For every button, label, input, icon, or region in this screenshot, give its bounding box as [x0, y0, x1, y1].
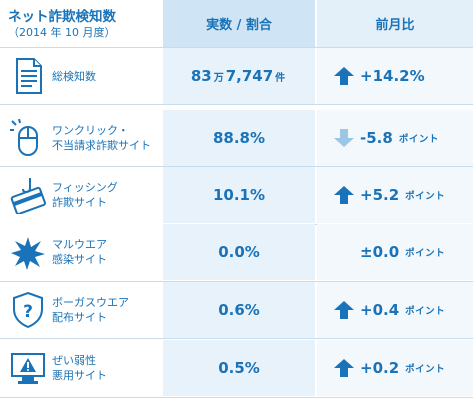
row-label: 総検知数	[52, 48, 96, 104]
row-label-line1: マルウエア	[52, 238, 107, 251]
row-label-cell: 総検知数	[0, 48, 163, 104]
page-title: ネット詐欺検知数	[8, 9, 116, 25]
row-label-line2: 詐欺サイト	[52, 196, 107, 209]
value-number: 0.6%	[218, 301, 260, 319]
svg-text:?: ?	[23, 302, 33, 322]
row-change-cell: -5.8 ポイント	[317, 110, 473, 166]
arrow-down-icon	[334, 129, 354, 147]
divider	[0, 166, 473, 167]
column-header-change: 前月比	[317, 0, 473, 47]
row-change-cell: +0.2 ポイント	[317, 340, 473, 396]
row-label-line1: ワンクリック・	[52, 124, 129, 137]
table-row-oneclick: ワンクリック・ 不当請求詐欺サイト 88.8% -5.8 ポイント	[0, 110, 473, 166]
arrow-up-icon	[334, 67, 354, 85]
table-row-malware: マルウエア 感染サイト 0.0% ±0.0 ポイント	[0, 224, 473, 280]
period-subtitle: （2014 年 10 月度）	[8, 26, 116, 39]
row-label: ぜい弱性 悪用サイト	[52, 340, 107, 396]
table-row-vulnerability: ぜい弱性 悪用サイト 0.5% +0.2 ポイント	[0, 340, 473, 396]
row-label-line2: 感染サイト	[52, 253, 107, 266]
table-row-bogusware: ? ボーガスウエア 配布サイト 0.6% +0.4 ポイント	[0, 282, 473, 338]
row-change-cell: +0.4 ポイント	[317, 282, 473, 338]
value-unit-man: 万	[213, 72, 224, 84]
divider	[0, 338, 473, 339]
row-label-line2: 配布サイト	[52, 311, 107, 324]
row-label-cell: フィッシング 詐欺サイト	[0, 167, 163, 223]
row-label-cell: ? ボーガスウエア 配布サイト	[0, 282, 163, 338]
malware-burst-icon	[11, 237, 45, 270]
row-label-cell: マルウエア 感染サイト	[0, 224, 163, 280]
row-label-line1: フィッシング	[52, 181, 118, 194]
row-label: フィッシング 詐欺サイト	[52, 167, 118, 223]
change-value: +14.2%	[360, 67, 425, 85]
value-number: 0.5%	[218, 359, 260, 377]
row-change-cell: +5.2 ポイント	[317, 167, 473, 223]
no-trend-spacer	[334, 243, 354, 261]
change-unit: ポイント	[405, 191, 446, 202]
row-label: ボーガスウエア 配布サイト	[52, 282, 129, 338]
row-label-line1: 総検知数	[52, 69, 96, 83]
column-header-value: 実数 / 割合	[163, 0, 315, 47]
change-value: +0.4	[360, 301, 400, 319]
row-label: マルウエア 感染サイト	[52, 224, 107, 280]
row-value-cell: 88.8%	[163, 110, 315, 166]
mouse-icon	[10, 119, 38, 156]
row-label-cell: ぜい弱性 悪用サイト	[0, 340, 163, 396]
table-title: ネット詐欺検知数 （2014 年 10 月度）	[0, 0, 163, 47]
fishing-hook-card-icon	[10, 178, 46, 214]
value-number-rest: 7,747	[225, 67, 274, 85]
value-number: 0.0%	[218, 243, 260, 261]
row-value-cell: 0.6%	[163, 282, 315, 338]
arrow-up-icon	[334, 359, 354, 377]
monitor-warning-icon	[11, 353, 45, 384]
value-number: 88.8%	[212, 129, 266, 147]
document-icon	[16, 58, 42, 94]
change-unit: ポイント	[405, 248, 446, 259]
change-unit: ポイント	[405, 306, 446, 317]
change-unit: ポイント	[398, 134, 439, 145]
row-label-line2: 不当請求詐欺サイト	[52, 139, 151, 152]
row-value-cell: 83 万 7,747 件	[163, 48, 315, 104]
row-change-cell: ±0.0 ポイント	[317, 224, 473, 280]
row-label-line1: ぜい弱性	[52, 354, 96, 367]
row-label-cell: ワンクリック・ 不当請求詐欺サイト	[0, 110, 163, 166]
row-label: ワンクリック・ 不当請求詐欺サイト	[52, 110, 151, 166]
change-value: +0.2	[360, 359, 400, 377]
change-value: ±0.0	[360, 243, 400, 261]
row-change-cell: +14.2%	[317, 48, 473, 104]
table-row-phishing: フィッシング 詐欺サイト 10.1% +5.2 ポイント	[0, 167, 473, 223]
change-unit: ポイント	[405, 364, 446, 375]
divider	[0, 104, 473, 105]
change-value: -5.8	[360, 129, 393, 147]
value-number: 83	[190, 67, 212, 85]
table-row-total: 総検知数 83 万 7,747 件 +14.2%	[0, 48, 473, 104]
value-unit-ken: 件	[275, 72, 286, 84]
value-number: 10.1%	[212, 186, 266, 204]
divider	[0, 281, 473, 282]
row-value-cell: 0.5%	[163, 340, 315, 396]
arrow-up-icon	[334, 301, 354, 319]
divider	[0, 47, 473, 48]
row-label-line1: ボーガスウエア	[52, 296, 129, 309]
change-value: +5.2	[360, 186, 400, 204]
arrow-up-icon	[334, 186, 354, 204]
row-value-cell: 0.0%	[163, 224, 315, 280]
row-value-cell: 10.1%	[163, 167, 315, 223]
shield-question-icon: ?	[13, 291, 43, 329]
divider	[0, 397, 473, 398]
row-label-line2: 悪用サイト	[52, 369, 107, 382]
